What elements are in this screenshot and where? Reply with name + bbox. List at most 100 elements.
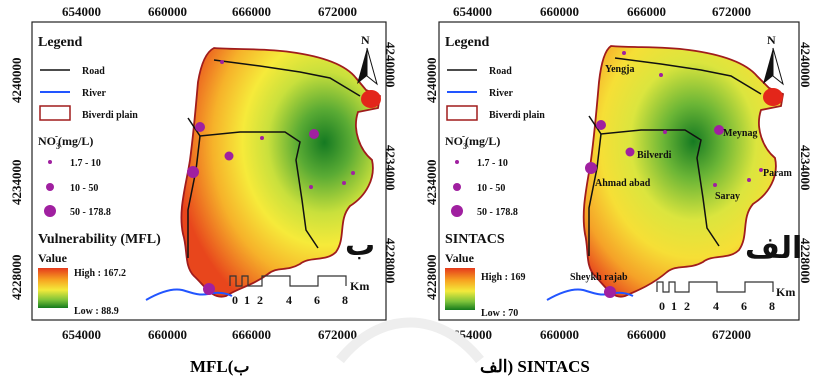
svg-text:0: 0 [232,293,238,307]
x-tick-top: 672000 [712,4,751,19]
svg-text:Km: Km [776,285,795,299]
place-label: Bilverdi [637,150,672,161]
x-tick-bottom: 666000 [627,327,666,342]
place-label: Meynag [723,128,757,139]
x-tick-bottom: 660000 [148,327,187,342]
y-tick-right: 4228000 [383,238,398,284]
legend-class1: 1.7 - 10 [70,158,101,169]
legend-point-small [48,160,52,164]
x-tick-bottom: 654000 [62,327,101,342]
nitrate-point [203,283,215,295]
nitrate-point [309,129,319,139]
svg-text:1: 1 [244,293,250,307]
scale-bar: Km 0 1 2 4 6 8 [229,275,369,307]
watermark-logo [336,317,484,364]
x-tick-top: 666000 [232,4,271,19]
svg-text:4: 4 [713,299,719,313]
road-line [213,59,361,97]
nitrate-point [585,162,597,174]
legend-point-small [455,160,459,164]
svg-text:6: 6 [314,293,320,307]
svg-text:8: 8 [769,299,775,313]
legend-plain: Biverdi plain [82,110,138,121]
nitrate-point [351,171,355,175]
legend-road: Road [82,66,105,77]
river-line [145,288,233,301]
legend-class3: 50 - 178.8 [70,207,111,218]
index-title: Vulnerability (MFL) [38,232,161,247]
panel-letter: ب [345,228,375,263]
north-arrow: N [357,33,378,86]
legend-point-medium [453,183,461,191]
x-tick-top: 654000 [453,4,492,19]
nitrate-point [309,185,313,189]
y-tick-right: 4234000 [798,145,813,191]
legend-river: River [489,88,513,99]
map-figure-sintacs: 654000 660000 666000 672000 654000 66000… [424,4,813,342]
svg-text:2: 2 [684,299,690,313]
north-arrow: N [763,33,784,86]
nitrate-point [187,166,199,178]
legend-class2: 10 - 50 [477,183,505,194]
ramp-high: High : 167.2 [74,268,126,279]
road-line [588,115,720,247]
legend-point-medium [46,183,54,191]
index-title: SINTACS [445,232,505,247]
color-ramp [38,268,68,308]
nitrate-point [663,130,667,134]
x-tick-top: 660000 [540,4,579,19]
place-label: Saray [715,191,740,202]
nitrate-point [596,120,606,130]
legend-plain-swatch [446,105,478,121]
svg-text:4: 4 [286,293,292,307]
y-tick-left: 4240000 [9,58,24,104]
nitrate-point [747,178,751,182]
x-tick-top: 666000 [627,4,666,19]
road-line [614,57,762,95]
caption-sintacs: الف) SINTACS [480,357,590,376]
x-tick-top: 672000 [318,4,357,19]
svg-text:Km: Km [350,279,369,293]
nitrate-point [622,51,626,55]
nitrate-point [625,147,635,157]
ramp-low: Low : 88.9 [74,306,119,317]
svg-text:1: 1 [671,299,677,313]
place-label: Ahmad abad [595,178,651,189]
legend-title: Legend [38,35,83,50]
road-line [187,117,319,249]
legend-plain: Biverdi plain [489,110,545,121]
legend-road: Road [489,66,512,77]
map-panel-mfl: 654000 660000 666000 672000 654000 66000… [0,0,400,350]
place-label: Sheykh rajab [570,272,628,283]
y-tick-right: 4228000 [798,238,813,284]
nitrate-point [342,181,346,185]
legend-class1: 1.7 - 10 [477,158,508,169]
nitrate-point [713,183,717,187]
nitrate-point [659,73,663,77]
svg-text:N: N [767,33,776,47]
legend-plain-swatch [39,105,71,121]
value-label: Value [38,251,68,265]
y-tick-left: 4240000 [424,58,439,104]
ramp-low: Low : 70 [481,308,518,319]
svg-text:8: 8 [342,293,348,307]
map-panel-sintacs: 654000 660000 666000 672000 654000 66000… [415,0,815,350]
svg-text:6: 6 [741,299,747,313]
river-line [546,288,634,301]
legend-no3: NO3-(mg/L) [445,131,500,151]
x-tick-bottom: 666000 [232,327,271,342]
legend-title: Legend [445,35,490,50]
y-tick-right: 4240000 [383,42,398,88]
panel-letter: الف [745,231,802,266]
nitrate-point [195,122,205,132]
map-figure-mfl: 654000 660000 666000 672000 654000 66000… [9,4,398,342]
x-tick-bottom: 672000 [712,327,751,342]
caption-mfl: MFL(ب [190,357,250,376]
nitrate-point [714,125,724,135]
hotspot [361,90,381,108]
x-tick-top: 654000 [62,4,101,19]
y-tick-right: 4240000 [798,42,813,88]
y-tick-left: 4228000 [424,255,439,301]
legend-point-large [451,205,463,217]
x-tick-top: 660000 [148,4,187,19]
